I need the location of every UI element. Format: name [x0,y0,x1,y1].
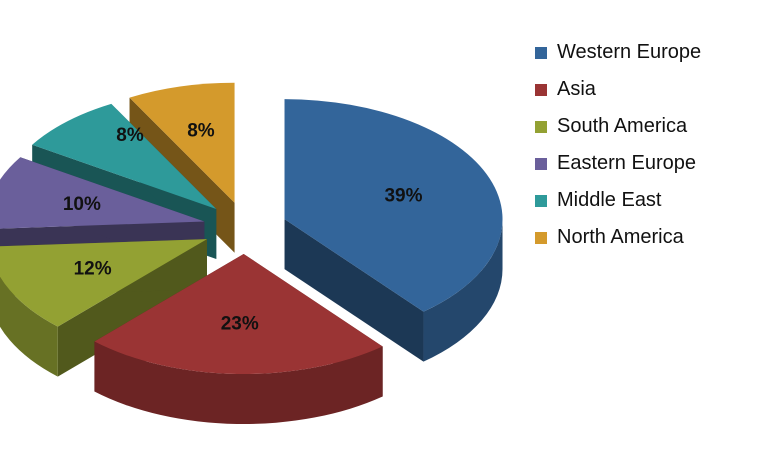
slice-rim [94,341,383,425]
legend-swatch [535,157,547,170]
legend-label: Middle East [557,189,662,211]
data-label-5: 8% [187,121,215,142]
data-label-4: 8% [116,125,144,146]
legend-swatch [535,194,547,207]
legend-label: North America [557,226,684,248]
legend-item: Eastern Europe [535,145,755,182]
slice-top [94,254,383,375]
legend-item: South America [535,108,755,145]
legend-label: Asia [557,78,596,100]
pie-slice-0 [284,99,503,362]
legend-item: Asia [535,71,755,108]
legend-item: Middle East [535,182,755,219]
slice-top [284,99,503,312]
data-label-2: 12% [74,259,112,280]
legend-item: North America [535,219,755,256]
data-label-3: 10% [63,194,101,215]
slice-side-wall [284,219,424,362]
slice-rim [423,219,503,362]
slice-top [32,103,217,210]
data-label-1: 23% [221,314,259,335]
slice-top [0,157,205,229]
slice-top [0,239,207,327]
legend-label: South America [557,115,688,137]
pie-slice-1 [94,254,383,425]
legend-swatch [535,231,547,244]
slice-rim [0,276,58,377]
legend-label: Eastern Europe [557,152,696,174]
legend-swatch [535,46,547,59]
legend-swatch [535,83,547,96]
legend-swatch [535,120,547,133]
slice-top [129,82,235,203]
chart-legend: Western Europe Asia South America Eastern E… [535,34,755,256]
data-label-0: 39% [384,186,422,207]
legend-label: Western Europe [557,41,702,63]
legend-item: Western Europe [535,34,755,71]
